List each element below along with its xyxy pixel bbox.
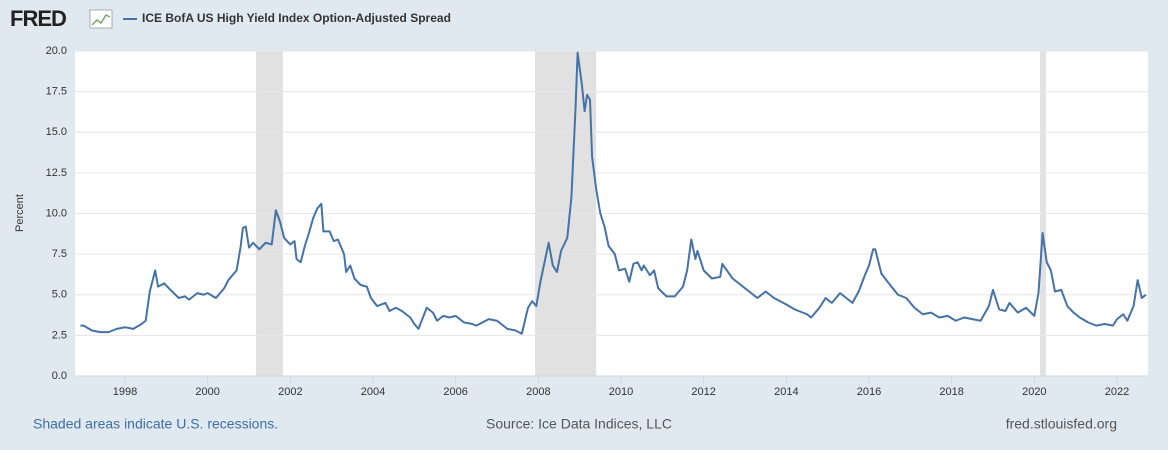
x-tick-label: 2010 xyxy=(609,386,633,398)
x-tick-label: 2018 xyxy=(939,386,963,398)
x-tick-label: 2020 xyxy=(1022,386,1046,398)
x-tick-label: 2012 xyxy=(691,386,715,398)
footer-source: Source: Ice Data Indices, LLC xyxy=(486,416,672,432)
y-tick-label: 5.0 xyxy=(52,289,67,301)
logo-icon xyxy=(89,9,113,29)
y-tick-label: 0.0 xyxy=(52,370,67,382)
y-tick-label: 20.0 xyxy=(46,45,67,57)
y-tick-label: 17.5 xyxy=(46,86,67,98)
x-tick-label: 1998 xyxy=(113,386,137,398)
x-tick-label: 2002 xyxy=(278,386,302,398)
series-line xyxy=(80,51,1147,335)
y-tick-label: 2.5 xyxy=(52,329,67,341)
x-tick-label: 2006 xyxy=(443,386,467,398)
y-tick-label: 15.0 xyxy=(46,126,67,138)
x-tick-label: 2008 xyxy=(526,386,550,398)
y-axis-label: Percent xyxy=(14,194,26,232)
x-tick-label: 2016 xyxy=(857,386,881,398)
y-tick-label: 10.0 xyxy=(46,207,67,219)
x-tick-label: 2014 xyxy=(774,386,798,398)
x-tick-label: 2004 xyxy=(361,386,385,398)
x-tick-label: 2000 xyxy=(195,386,219,398)
y-tick-label: 7.5 xyxy=(52,248,67,260)
footer-recessions: Shaded areas indicate U.S. recessions. xyxy=(33,416,278,432)
legend-label: ICE BofA US High Yield Index Option-Adju… xyxy=(142,11,451,25)
y-tick-label: 12.5 xyxy=(46,167,67,179)
logo: FRED xyxy=(10,6,66,31)
footer-url: fred.stlouisfed.org xyxy=(1006,416,1117,432)
x-tick-label: 2022 xyxy=(1105,386,1129,398)
